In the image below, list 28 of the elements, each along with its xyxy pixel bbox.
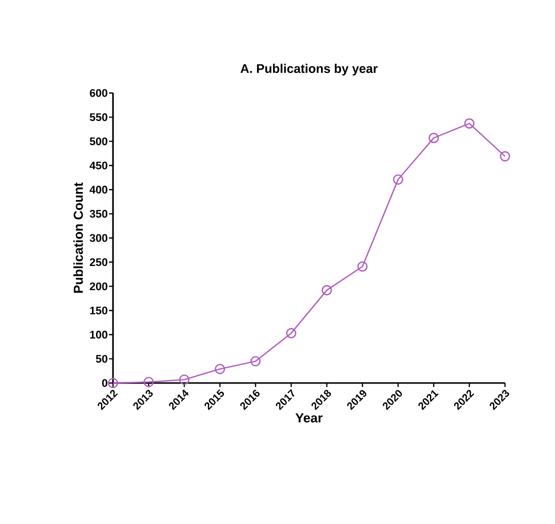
y-tick-label: 0 — [102, 379, 108, 387]
point — [250, 356, 261, 366]
point — [322, 285, 332, 296]
y-tick-label: 100 — [90, 330, 108, 339]
y-tick-label: 250 — [90, 258, 108, 266]
point — [392, 174, 404, 185]
x-axis-title: Year — [295, 413, 323, 422]
chart-title: A. Publications by year — [240, 64, 378, 76]
point — [143, 376, 154, 388]
y-tick-label: 500 — [90, 137, 108, 146]
y-axis-title: Publication Count — [73, 182, 83, 293]
y-tick-label: 350 — [90, 210, 108, 218]
point — [357, 261, 368, 272]
point — [428, 132, 439, 144]
y-tick-label: 150 — [90, 306, 108, 314]
point — [464, 118, 475, 129]
y-tick-label: 400 — [90, 186, 108, 194]
y-tick-label: 550 — [90, 113, 108, 122]
y-tick-label: 300 — [90, 234, 108, 242]
y-tick-label: 50 — [96, 354, 108, 363]
y-tick-label: 200 — [90, 282, 108, 290]
point — [179, 374, 190, 385]
y-tick-label: 450 — [90, 162, 108, 170]
point — [500, 151, 510, 162]
y-tick-label: 600 — [90, 89, 108, 97]
point — [286, 328, 296, 338]
point — [214, 364, 226, 374]
point — [108, 378, 118, 388]
